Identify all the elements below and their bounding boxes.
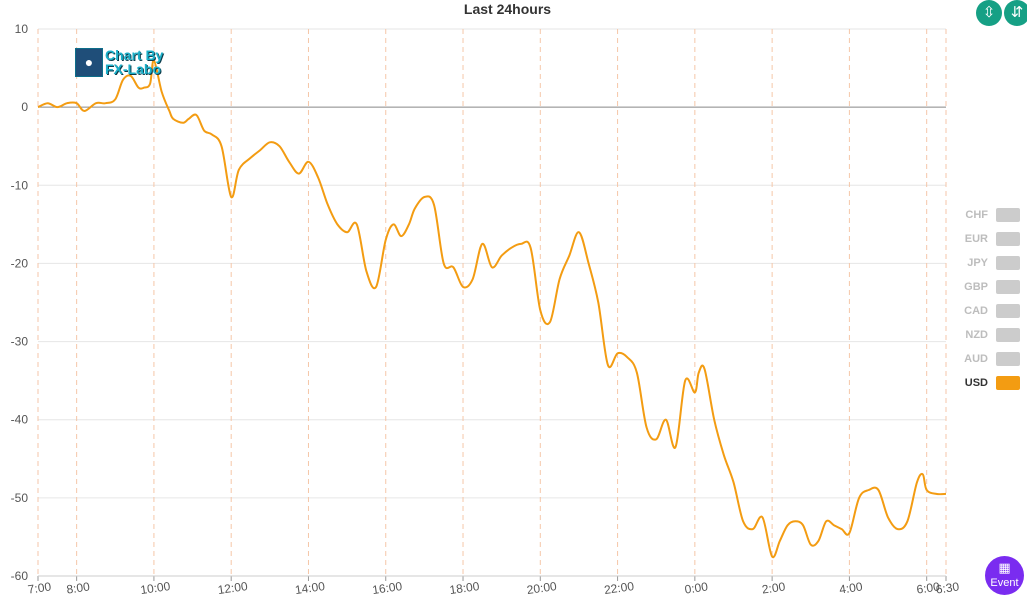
logo-chart-icon: ● xyxy=(75,48,103,77)
legend-label: AUD xyxy=(964,353,988,365)
x-tick-label: 18:00 xyxy=(449,579,481,597)
x-tick-label: 22:00 xyxy=(603,579,635,597)
x-tick-label: 2:00 xyxy=(761,579,786,596)
series-line-usd xyxy=(37,59,947,559)
legend-swatch xyxy=(996,208,1020,222)
legend-label: CHF xyxy=(965,209,988,221)
legend-label: GBP xyxy=(964,281,988,293)
x-tick-label: 7:00 xyxy=(27,579,52,596)
legend-item-chf[interactable]: CHF xyxy=(958,205,1022,229)
expand-vertical-icon: ⇵ xyxy=(1010,4,1024,21)
legend-item-eur[interactable]: EUR xyxy=(958,229,1022,253)
chart-by-logo: ● Chart By FX-Labo xyxy=(75,48,175,80)
y-tick-label: -20 xyxy=(11,256,29,270)
collapse-vertical-icon: ⇳ xyxy=(982,4,996,21)
y-tick-label: 0 xyxy=(21,100,28,114)
chart-title: Last 24hours xyxy=(463,1,552,17)
axis-layer: 10 0 -10 -20 -30 -40 -50 -607:00 8:00 10:00 12:00 1… xyxy=(11,22,961,597)
collapse-vertical-button[interactable]: ⇳ xyxy=(976,0,1002,26)
legend-swatch xyxy=(996,256,1020,270)
legend: CHF EUR JPY GBP CAD NZD AUD USD xyxy=(958,205,1022,397)
legend-item-aud[interactable]: AUD xyxy=(958,349,1022,373)
series-layer xyxy=(37,59,947,559)
logo-line2: FX-Labo xyxy=(105,61,161,77)
x-tick-label: 8:00 xyxy=(66,579,91,596)
legend-item-nzd[interactable]: NZD xyxy=(958,325,1022,349)
y-tick-label: -40 xyxy=(11,413,29,427)
legend-swatch xyxy=(996,352,1020,366)
x-tick-label: 6:00 xyxy=(916,579,941,596)
y-tick-label: -10 xyxy=(11,178,29,192)
x-tick-label: 14:00 xyxy=(294,579,326,597)
legend-label: EUR xyxy=(964,233,988,245)
event-button-label: Event xyxy=(990,577,1019,589)
legend-label: USD xyxy=(964,377,988,389)
grid-layer xyxy=(37,28,947,577)
legend-item-usd[interactable]: USD xyxy=(958,373,1022,397)
legend-swatch xyxy=(996,304,1020,318)
y-tick-label: 10 xyxy=(15,22,29,36)
legend-item-cad[interactable]: CAD xyxy=(958,301,1022,325)
y-tick-label: -50 xyxy=(11,491,29,505)
x-tick-label: 4:00 xyxy=(838,579,863,596)
legend-swatch xyxy=(996,376,1020,390)
legend-swatch xyxy=(996,232,1020,246)
logo-line1: Chart By xyxy=(105,47,164,63)
legend-item-gbp[interactable]: GBP xyxy=(958,277,1022,301)
x-tick-label: 0:00 xyxy=(684,579,709,596)
x-tick-label: 16:00 xyxy=(371,579,403,597)
legend-item-jpy[interactable]: JPY xyxy=(958,253,1022,277)
calendar-icon: ▦ xyxy=(998,560,1011,575)
legend-label: CAD xyxy=(964,305,988,317)
event-button[interactable]: ▦ Event xyxy=(985,556,1024,595)
x-tick-label: 12:00 xyxy=(217,579,249,597)
x-tick-label: 6:30 xyxy=(935,579,960,596)
x-tick-label: 10:00 xyxy=(140,579,172,597)
legend-label: NZD xyxy=(965,329,988,341)
y-tick-label: -60 xyxy=(11,569,29,583)
expand-vertical-button[interactable]: ⇵ xyxy=(1004,0,1027,26)
legend-swatch xyxy=(996,280,1020,294)
legend-label: JPY xyxy=(967,257,988,269)
logo-text: Chart By FX-Labo xyxy=(105,48,163,76)
legend-swatch xyxy=(996,328,1020,342)
x-tick-label: 20:00 xyxy=(526,579,558,597)
y-tick-label: -30 xyxy=(11,335,29,349)
